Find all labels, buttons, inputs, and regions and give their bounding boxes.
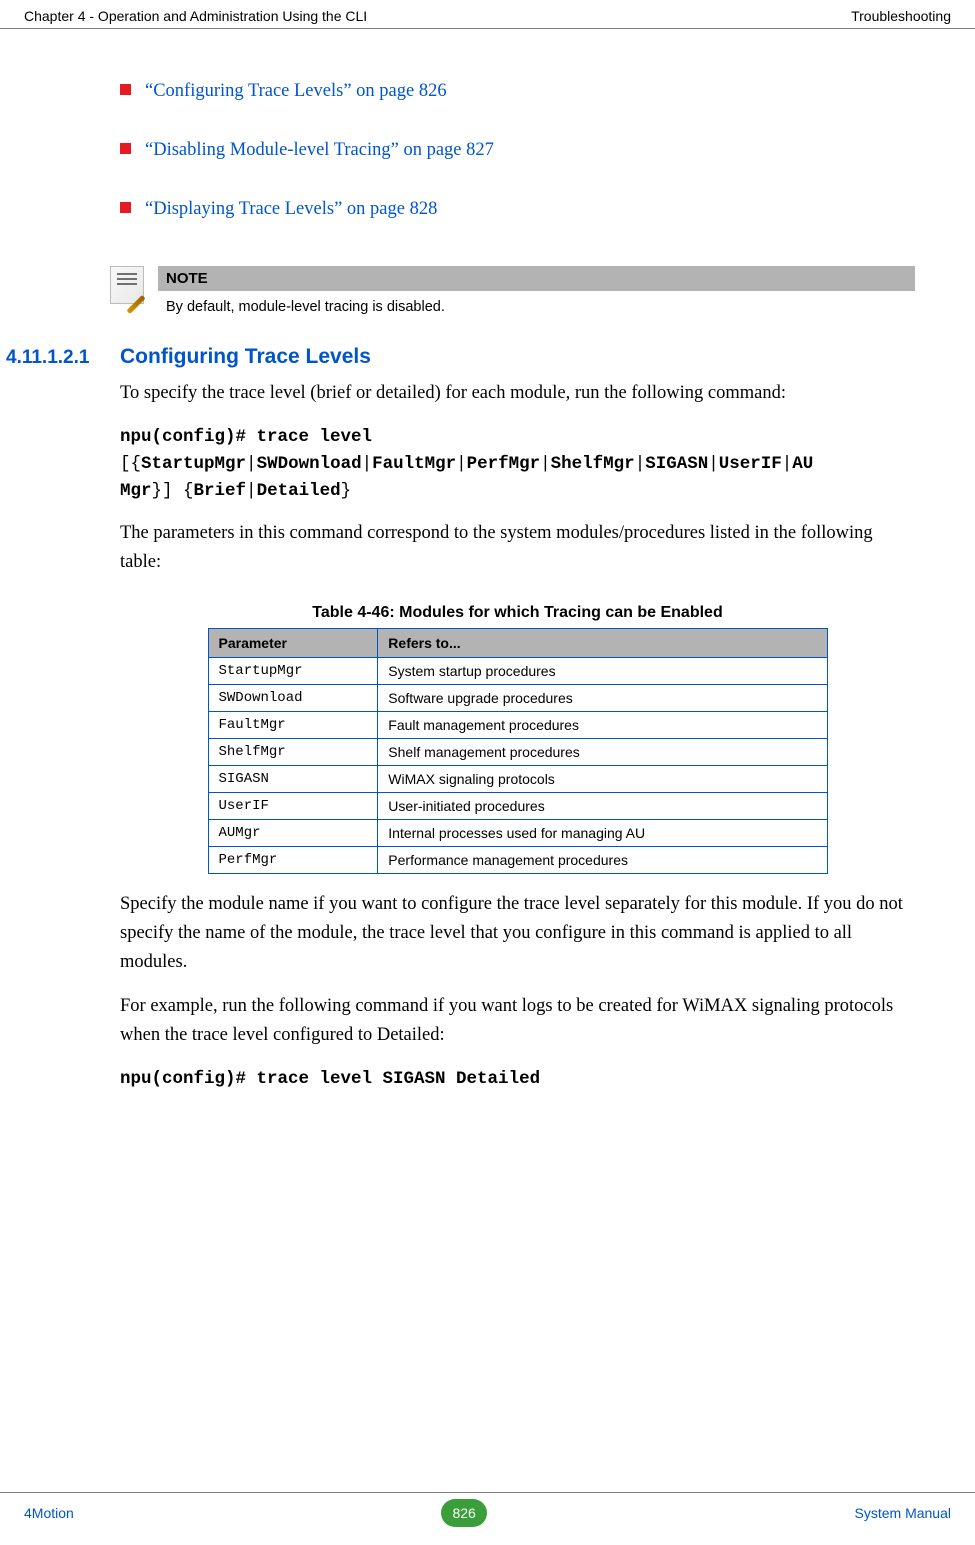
cmd-text: |: [362, 454, 373, 474]
col-header: Parameter: [208, 629, 378, 658]
cmd-text: [{: [120, 454, 141, 474]
cmd-text: |: [708, 454, 719, 474]
cell-param: AUMgr: [208, 820, 378, 847]
cmd-text: SIGASN: [645, 454, 708, 474]
cmd-text: |: [635, 454, 646, 474]
cell-desc: Fault management procedures: [378, 712, 827, 739]
cell-param: SWDownload: [208, 685, 378, 712]
cmd-text: SWDownload: [257, 454, 362, 474]
note-text: By default, module-level tracing is disa…: [158, 291, 915, 319]
cmd-text: }] {: [152, 481, 194, 501]
header-right: Troubleshooting: [851, 8, 951, 24]
cmd-text: ShelfMgr: [551, 454, 635, 474]
bullet-item: “Disabling Module-level Tracing” on page…: [120, 138, 915, 163]
cmd-text: PerfMgr: [467, 454, 541, 474]
cmd-text: Brief: [194, 481, 247, 501]
command-block: npu(config)# trace level SIGASN Detailed: [120, 1066, 915, 1093]
page-content: “Configuring Trace Levels” on page 826 “…: [0, 29, 975, 1093]
cmd-text: Mgr: [120, 481, 152, 501]
cell-desc: WiMAX signaling protocols: [378, 766, 827, 793]
table-row: SIGASNWiMAX signaling protocols: [208, 766, 827, 793]
note-block: NOTE By default, module-level tracing is…: [110, 266, 915, 319]
note-icon: [110, 266, 144, 304]
cmd-text: UserIF: [719, 454, 782, 474]
page-number: 826: [452, 1505, 475, 1521]
cell-param: UserIF: [208, 793, 378, 820]
cell-param: FaultMgr: [208, 712, 378, 739]
cmd-text: AU: [792, 454, 813, 474]
footer-right: System Manual: [855, 1505, 951, 1521]
section-title: Configuring Trace Levels: [120, 345, 371, 369]
paragraph: To specify the trace level (brief or det…: [120, 379, 915, 408]
table-row: AUMgrInternal processes used for managin…: [208, 820, 827, 847]
table-row: ShelfMgrShelf management procedures: [208, 739, 827, 766]
cell-param: SIGASN: [208, 766, 378, 793]
header-left: Chapter 4 - Operation and Administration…: [24, 8, 367, 24]
cmd-text: }: [341, 481, 352, 501]
cell-desc: Performance management procedures: [378, 847, 827, 874]
cell-desc: Shelf management procedures: [378, 739, 827, 766]
table-row: SWDownloadSoftware upgrade procedures: [208, 685, 827, 712]
cmd-text: npu(config)# trace level: [120, 427, 372, 447]
bullet-square-icon: [120, 202, 131, 213]
paragraph: Specify the module name if you want to c…: [120, 890, 915, 976]
xref-link[interactable]: “Configuring Trace Levels” on page 826: [145, 79, 447, 104]
cell-param: PerfMgr: [208, 847, 378, 874]
cell-param: ShelfMgr: [208, 739, 378, 766]
footer-left: 4Motion: [24, 1505, 74, 1521]
cmd-text: FaultMgr: [372, 454, 456, 474]
table-row: PerfMgrPerformance management procedures: [208, 847, 827, 874]
bullet-item: “Displaying Trace Levels” on page 828: [120, 197, 915, 222]
cmd-text: StartupMgr: [141, 454, 246, 474]
table-header-row: Parameter Refers to...: [208, 629, 827, 658]
cell-desc: Internal processes used for managing AU: [378, 820, 827, 847]
xref-link[interactable]: “Displaying Trace Levels” on page 828: [145, 197, 437, 222]
cmd-text: |: [246, 454, 257, 474]
page-footer: 4Motion 826 System Manual: [0, 1492, 975, 1527]
paragraph: For example, run the following command i…: [120, 992, 915, 1049]
page-header: Chapter 4 - Operation and Administration…: [0, 0, 975, 29]
page-number-badge: 826: [441, 1499, 487, 1527]
note-title: NOTE: [158, 266, 915, 291]
table-caption: Table 4-46: Modules for which Tracing ca…: [120, 604, 915, 622]
table-row: UserIFUser-initiated procedures: [208, 793, 827, 820]
cmd-text: |: [456, 454, 467, 474]
cell-desc: System startup procedures: [378, 658, 827, 685]
table-row: StartupMgrSystem startup procedures: [208, 658, 827, 685]
bullet-square-icon: [120, 143, 131, 154]
note-body: NOTE By default, module-level tracing is…: [158, 266, 915, 319]
xref-link[interactable]: “Disabling Module-level Tracing” on page…: [145, 138, 494, 163]
col-header: Refers to...: [378, 629, 827, 658]
cmd-text: |: [246, 481, 257, 501]
cell-desc: Software upgrade procedures: [378, 685, 827, 712]
modules-table: Parameter Refers to... StartupMgrSystem …: [208, 628, 828, 874]
command-block: npu(config)# trace level [{StartupMgr|SW…: [120, 424, 915, 505]
bullet-item: “Configuring Trace Levels” on page 826: [120, 79, 915, 104]
cell-param: StartupMgr: [208, 658, 378, 685]
cmd-text: Detailed: [257, 481, 341, 501]
cmd-text: |: [540, 454, 551, 474]
cell-desc: User-initiated procedures: [378, 793, 827, 820]
table-row: FaultMgrFault management procedures: [208, 712, 827, 739]
bullet-square-icon: [120, 84, 131, 95]
section-number: 4.11.1.2.1: [6, 347, 120, 369]
cmd-text: |: [782, 454, 793, 474]
paragraph: The parameters in this command correspon…: [120, 519, 915, 576]
section-heading: 4.11.1.2.1 Configuring Trace Levels: [0, 345, 915, 369]
